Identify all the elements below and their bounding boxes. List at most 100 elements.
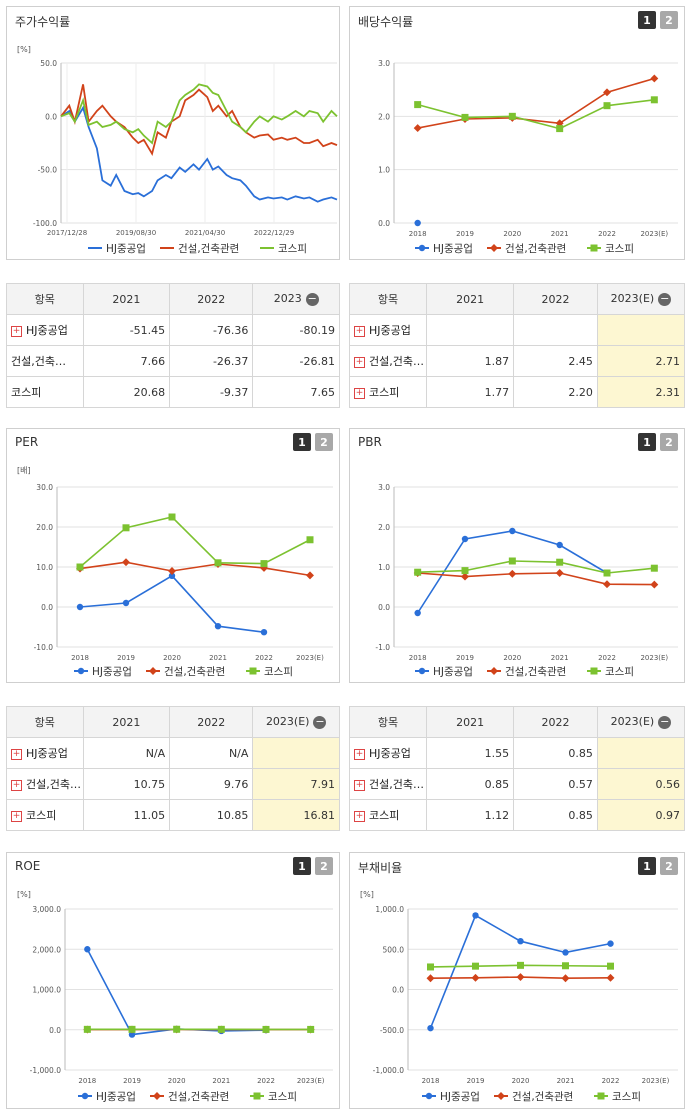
y-tick-label: 0.0 bbox=[378, 219, 390, 228]
row-label: + 건설,건축… bbox=[348, 345, 428, 377]
x-tick-label: 2019 bbox=[117, 654, 135, 662]
table-cell: N/A bbox=[169, 737, 254, 769]
series-line bbox=[86, 948, 267, 1036]
expand-icon[interactable]: + bbox=[11, 810, 22, 822]
data-point bbox=[607, 962, 614, 970]
table-cell: 7.66 bbox=[82, 345, 171, 377]
tab-1[interactable]: 1 bbox=[638, 433, 656, 451]
expand-icon[interactable]: + bbox=[354, 748, 365, 760]
row-label: + 코스피 bbox=[6, 799, 84, 831]
data-point bbox=[418, 244, 426, 252]
data-point bbox=[427, 963, 434, 971]
expand-icon[interactable]: + bbox=[354, 325, 365, 337]
data-point bbox=[650, 74, 659, 83]
legend-label: 건설,건축관련 bbox=[512, 1091, 573, 1103]
x-tick-label: 2018 bbox=[409, 654, 427, 662]
column-header: 2023− bbox=[252, 283, 340, 315]
table-cell: 10.85 bbox=[169, 799, 254, 831]
series-line bbox=[60, 84, 338, 156]
expand-icon[interactable]: + bbox=[354, 387, 365, 399]
table-cell bbox=[426, 314, 515, 346]
expand-icon[interactable]: + bbox=[11, 325, 22, 337]
tab-2[interactable]: 2 bbox=[660, 857, 678, 875]
tab-1[interactable]: 1 bbox=[638, 857, 656, 875]
column-header: 항목 bbox=[6, 283, 84, 315]
data-point bbox=[508, 112, 516, 120]
x-tick-label: 2017/12/28 bbox=[47, 229, 87, 237]
x-tick-label: 2018 bbox=[409, 230, 427, 238]
x-tick-label: 2023(E) bbox=[640, 230, 668, 238]
panel-title: 배당수익률 bbox=[358, 15, 414, 29]
per-chart: [배] 30.0 20.0 10.0 0.0 -10.0 2018 2019 2020 2021 2… bbox=[17, 466, 333, 678]
data-point bbox=[214, 559, 222, 567]
expand-icon[interactable]: + bbox=[354, 356, 365, 368]
data-point bbox=[262, 1025, 270, 1033]
expand-icon[interactable]: + bbox=[11, 748, 22, 760]
y-tick-label: 2,000.0 bbox=[32, 945, 61, 954]
column-header: 2021 bbox=[426, 706, 515, 738]
x-tick-label: 2020 bbox=[512, 1077, 530, 1085]
collapse-icon[interactable]: − bbox=[658, 291, 672, 306]
tab-2[interactable]: 2 bbox=[315, 433, 333, 451]
tab-1[interactable]: 1 bbox=[638, 11, 656, 29]
data-point bbox=[517, 938, 524, 945]
tab-2[interactable]: 2 bbox=[660, 11, 678, 29]
column-header: 2023(E) − bbox=[252, 706, 340, 738]
y-tick-label: -1,000.0 bbox=[30, 1066, 62, 1075]
legend-label: HJ중공업 bbox=[92, 665, 132, 678]
tab-2[interactable]: 2 bbox=[660, 433, 678, 451]
x-tick-label: 2022 bbox=[598, 654, 616, 662]
x-tick-label: 2023(E) bbox=[296, 654, 324, 662]
table-cell: 20.68 bbox=[82, 376, 171, 408]
table-row: + HJ중공업 -51.45 -76.36 -80.19 bbox=[6, 314, 340, 346]
legend-label: 코스피 bbox=[605, 666, 634, 678]
x-tick-label: 2019/08/30 bbox=[116, 229, 156, 237]
data-point bbox=[461, 113, 469, 121]
series-line bbox=[79, 574, 265, 633]
data-point bbox=[556, 558, 564, 566]
x-tick-label: 2022 bbox=[602, 1077, 620, 1085]
data-point bbox=[508, 557, 516, 565]
table-cell: -9.37 bbox=[169, 376, 254, 408]
table-cell: N/A bbox=[82, 737, 171, 769]
table-row: + HJ중공업 1.55 0.85 bbox=[348, 737, 686, 769]
data-point bbox=[173, 1025, 181, 1033]
data-point bbox=[128, 1025, 136, 1033]
data-point bbox=[472, 912, 479, 919]
data-point bbox=[490, 244, 498, 252]
table-cell: 1.12 bbox=[426, 799, 515, 831]
collapse-icon[interactable]: − bbox=[313, 714, 327, 729]
collapse-icon[interactable]: − bbox=[305, 291, 319, 306]
data-point bbox=[128, 1031, 136, 1038]
y-tick-label: 2.0 bbox=[378, 112, 390, 121]
x-tick-label: 2021 bbox=[212, 1077, 230, 1085]
legend-label: 코스피 bbox=[264, 666, 293, 678]
tab-2[interactable]: 2 bbox=[315, 857, 333, 875]
x-tick-label: 2021 bbox=[209, 654, 227, 662]
collapse-icon[interactable]: − bbox=[658, 714, 672, 729]
legend-label: HJ중공업 bbox=[433, 665, 473, 678]
legend-label: 건설,건축관련 bbox=[168, 1091, 229, 1103]
table-row: + 건설,건축… 1.87 2.45 2.71 bbox=[348, 345, 686, 377]
column-header: 2022 bbox=[169, 283, 254, 315]
legend-label: 코스피 bbox=[605, 243, 634, 255]
y-tick-label: 0.0 bbox=[45, 112, 57, 121]
table-cell: 16.81 bbox=[252, 799, 340, 831]
expand-icon[interactable]: + bbox=[11, 779, 22, 791]
tab-1[interactable]: 1 bbox=[293, 857, 311, 875]
expand-icon[interactable]: + bbox=[354, 810, 365, 822]
data-point bbox=[461, 535, 469, 543]
data-point bbox=[414, 568, 422, 576]
expand-icon[interactable]: + bbox=[354, 779, 365, 791]
tab-1[interactable]: 1 bbox=[293, 433, 311, 451]
y-tick-label: 50.0 bbox=[40, 59, 57, 68]
column-header: 2022 bbox=[513, 283, 598, 315]
y-tick-label: 1,000.0 bbox=[32, 986, 61, 995]
stock-return-table: 항목 2021 2022 2023− + HJ중공업 -51.45 -76.36 -80.19 건… bbox=[6, 283, 340, 408]
y-tick-label: -100.0 bbox=[33, 219, 57, 228]
data-point bbox=[418, 667, 426, 675]
table-cell: 1.77 bbox=[426, 376, 515, 408]
